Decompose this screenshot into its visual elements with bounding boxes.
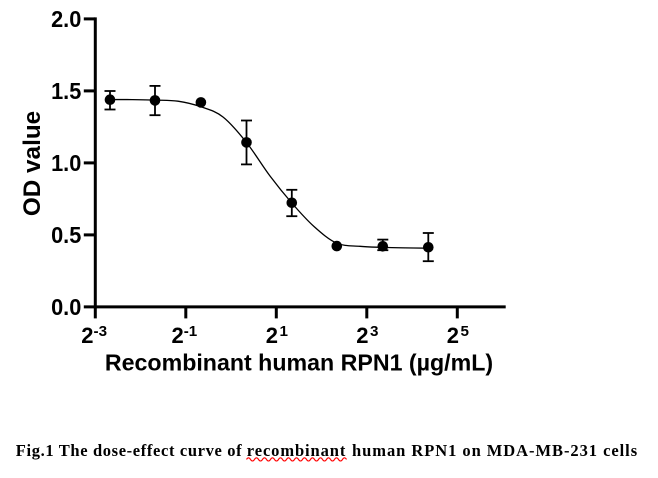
svg-text:1.5: 1.5 [51, 78, 81, 104]
svg-text:2-1: 2-1 [172, 323, 198, 348]
svg-text:Fig.1 The dose-effect curve of: Fig.1 The dose-effect curve of recombinan… [16, 441, 638, 460]
svg-text:21: 21 [266, 323, 289, 348]
svg-text:2.0: 2.0 [51, 6, 81, 32]
svg-text:2-3: 2-3 [81, 323, 107, 348]
svg-text:0.5: 0.5 [51, 222, 81, 248]
svg-text:Recombinant human RPN1 (µg/mL): Recombinant human RPN1 (µg/mL) [105, 349, 493, 375]
svg-text:0.0: 0.0 [51, 294, 81, 320]
svg-text:23: 23 [356, 323, 378, 348]
svg-text:1.0: 1.0 [51, 150, 81, 176]
svg-text:25: 25 [447, 323, 470, 348]
svg-text:OD value: OD value [19, 111, 46, 216]
